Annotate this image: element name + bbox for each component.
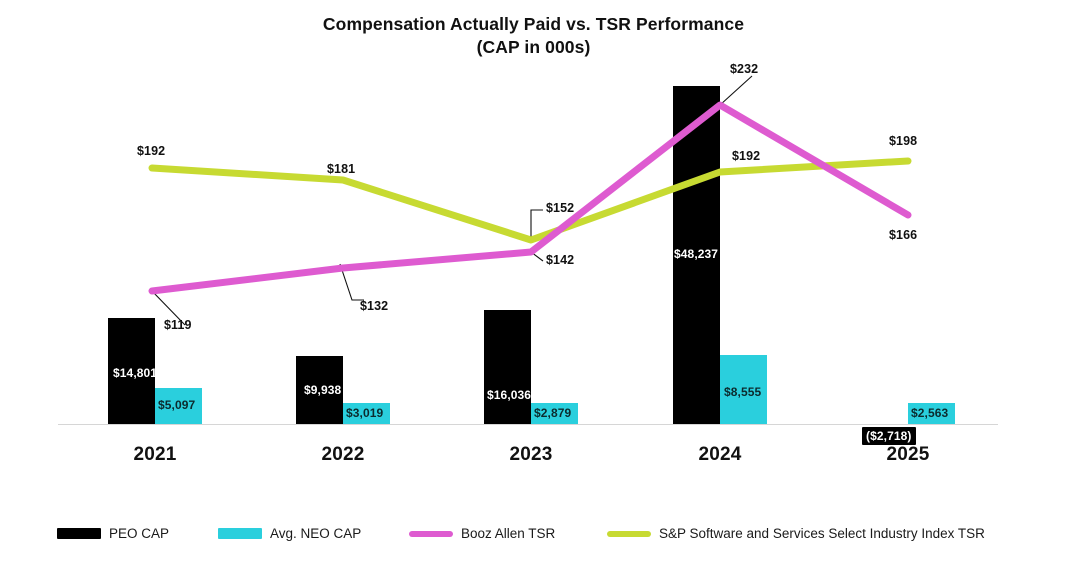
tsr-label-booz-2024: $232 bbox=[730, 62, 759, 76]
tsr-label-sp-2024: $192 bbox=[732, 149, 761, 163]
tsr-label-booz-2022: $132 bbox=[360, 299, 389, 313]
tsr-label-booz-2025: $166 bbox=[889, 228, 918, 242]
bar-neo-2025[interactable] bbox=[908, 403, 955, 424]
legend-label-neo-cap: Avg. NEO CAP bbox=[270, 526, 362, 541]
callout-leader-lines bbox=[151, 75, 753, 326]
bar-label-neo-2023: $2,879 bbox=[534, 406, 572, 420]
bar-neo-2024[interactable] bbox=[720, 355, 767, 424]
chart-legend: PEO CAP Avg. NEO CAP Booz Allen TSR S&P … bbox=[0, 518, 1067, 558]
line-series-booz-allen[interactable] bbox=[148, 101, 912, 295]
bar-peo-2022[interactable] bbox=[296, 356, 343, 424]
x-axis-baseline bbox=[58, 424, 998, 425]
legend-label-peo-cap: PEO CAP bbox=[109, 526, 170, 541]
bar-peo-2023[interactable] bbox=[484, 310, 531, 424]
legend-item-booz-allen-tsr[interactable]: Booz Allen TSR bbox=[409, 526, 555, 541]
tsr-label-sp-2022: $181 bbox=[327, 162, 356, 176]
bar-neo-2022[interactable] bbox=[343, 403, 390, 424]
legend-swatch-neo-icon bbox=[218, 528, 262, 539]
tsr-label-sp-2025: $198 bbox=[889, 134, 918, 148]
bar-neo-2021[interactable] bbox=[155, 388, 202, 424]
legend-item-neo-cap[interactable]: Avg. NEO CAP bbox=[218, 526, 361, 541]
line-series-sp-index[interactable] bbox=[148, 157, 912, 244]
tsr-label-booz-2021: $119 bbox=[164, 318, 192, 332]
x-axis-label-2025: 2025 bbox=[886, 444, 930, 465]
bar-peo-2024[interactable] bbox=[673, 86, 720, 424]
chart-title-block: Compensation Actually Paid vs. TSR Perfo… bbox=[0, 13, 1067, 59]
legend-item-peo-cap[interactable]: PEO CAP bbox=[57, 526, 169, 541]
x-axis-label-2024: 2024 bbox=[698, 444, 742, 465]
legend-label-booz-allen-tsr: Booz Allen TSR bbox=[461, 526, 556, 541]
legend-swatch-peo-icon bbox=[57, 528, 101, 539]
x-axis-label-2022: 2022 bbox=[321, 444, 365, 465]
legend-swatch-booz-icon bbox=[409, 530, 453, 537]
legend-item-sp-index-tsr[interactable]: S&P Software and Services Select Industr… bbox=[607, 526, 985, 541]
plot-area: $14,801 $5,097 $9,938 $3,019 $16,036 $2,… bbox=[58, 62, 998, 445]
bar-label-peo-2024: $48,237 bbox=[674, 247, 719, 261]
bar-label-peo-2025: ($2,718) bbox=[862, 427, 916, 445]
page-title: Compensation Actually Paid vs. TSR Perfo… bbox=[322, 14, 745, 34]
bar-label-neo-2021: $5,097 bbox=[158, 398, 196, 412]
tsr-label-sp-2023: $152 bbox=[546, 201, 575, 215]
tsr-label-sp-2021: $192 bbox=[137, 144, 166, 158]
chart-subtitle: (CAP in 000s) bbox=[476, 37, 591, 57]
bar-label-neo-2025: $2,563 bbox=[911, 406, 949, 420]
x-axis-label-2021: 2021 bbox=[133, 444, 177, 465]
bar-label-peo-2022: $9,938 bbox=[304, 383, 342, 397]
x-axis-label-2023: 2023 bbox=[509, 444, 553, 465]
tsr-label-booz-2023: $142 bbox=[546, 253, 575, 267]
bar-label-neo-2024: $8,555 bbox=[724, 385, 762, 399]
bar-label-peo-2021: $14,801 bbox=[113, 366, 158, 380]
bar-label-neo-2022: $3,019 bbox=[346, 406, 384, 420]
legend-swatch-sp-icon bbox=[607, 530, 651, 537]
bar-label-peo-2023: $16,036 bbox=[487, 388, 532, 402]
bar-peo-2021[interactable] bbox=[108, 318, 155, 424]
tsr-line-layer bbox=[148, 75, 912, 326]
legend-label-sp-index-tsr: S&P Software and Services Select Industr… bbox=[659, 526, 985, 541]
bar-neo-2023[interactable] bbox=[531, 403, 578, 424]
